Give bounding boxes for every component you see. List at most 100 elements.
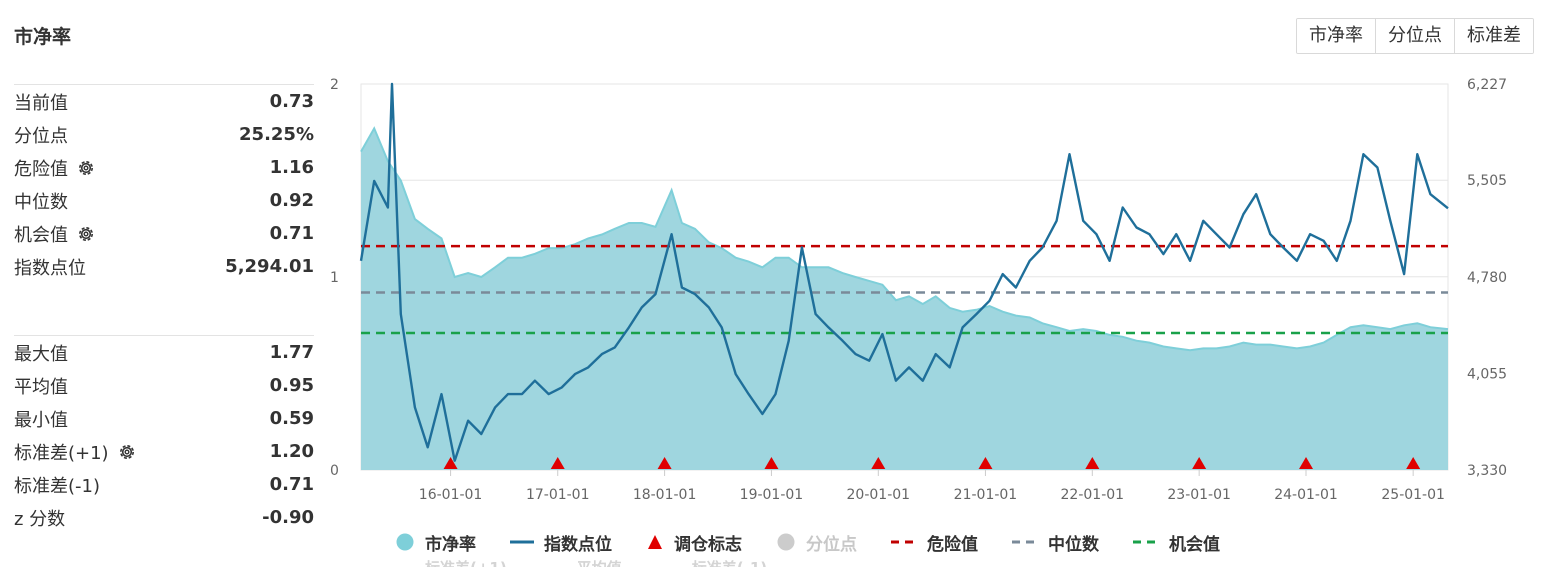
x-tick-label: 19-01-01 <box>740 487 804 503</box>
y-left-tick-label: 2 <box>330 77 339 93</box>
legend-label: 分位点 <box>806 534 857 555</box>
rebalance-marker <box>550 457 565 469</box>
stat-label-text: 中位数 <box>14 191 68 213</box>
tab-pb[interactable]: 市净率 <box>1297 19 1375 53</box>
legend-item[interactable]: 机会值 <box>1133 530 1220 555</box>
stat-label-text: 机会值 <box>14 224 68 246</box>
y-right-tick-label: 4,780 <box>1467 270 1507 286</box>
legend-label: 市净率 <box>425 534 476 555</box>
dashed-marker-icon <box>891 532 917 552</box>
y-left-tick-label: 1 <box>330 270 339 286</box>
legend-item[interactable]: 市净率 <box>395 530 476 555</box>
dot-marker-icon <box>776 532 796 552</box>
stat-label-text: z 分数 <box>14 508 66 530</box>
legend-ghost-sd-plus[interactable]: 标准差(+1) <box>425 557 507 567</box>
stat-label-text: 危险值 <box>14 158 68 180</box>
legend-item[interactable]: 危险值 <box>891 530 978 555</box>
rebalance-marker <box>657 457 672 469</box>
stat-value: 0.59 <box>269 408 314 429</box>
stat-label-text: 最小值 <box>14 409 68 431</box>
legend-ghost-mean[interactable]: 平均值 <box>577 557 622 567</box>
stat-label: 分位点 <box>14 122 68 148</box>
legend-item[interactable]: 指数点位 <box>510 530 612 555</box>
gear-icon[interactable] <box>117 442 137 462</box>
stat-label-text: 最大值 <box>14 343 68 365</box>
pb-line <box>360 126 1449 352</box>
stat-value: -0.90 <box>262 507 314 528</box>
y-right-tick-label: 6,227 <box>1467 77 1507 93</box>
rebalance-marker <box>764 457 779 469</box>
tab-stddev[interactable]: 标准差 <box>1454 19 1533 53</box>
stat-label: 平均值 <box>14 373 68 399</box>
legend-ghost-sd-minus[interactable]: 标准差(-1) <box>692 557 767 567</box>
rebalance-marker <box>978 457 993 469</box>
stat-label: 标准差(-1) <box>14 472 100 498</box>
stats-current-panel: 当前值 0.73 分位点 25.25% 危险值 1.16 中位数 0.92 机会值 0.71 指数点… <box>14 84 314 283</box>
page-title: 市净率 <box>14 26 72 48</box>
gear-icon[interactable] <box>76 224 96 244</box>
x-tick-label: 24-01-01 <box>1274 487 1338 503</box>
stat-label: 指数点位 <box>14 254 86 280</box>
stat-value: 0.71 <box>269 223 314 244</box>
stat-label-text: 标准差(-1) <box>14 475 100 497</box>
stat-label: 当前值 <box>14 89 68 115</box>
stat-label: z 分数 <box>14 505 65 531</box>
stat-label-text: 分位点 <box>14 125 68 147</box>
legend-label: 调仓标志 <box>674 534 742 555</box>
chart-legend-row2: 标准差(+1) 平均值 标准差(-1) <box>425 557 837 567</box>
stat-label: 最小值 <box>14 406 68 432</box>
stat-value: 0.92 <box>269 190 314 211</box>
legend-item[interactable]: 调仓标志 <box>646 530 742 555</box>
x-tick-label: 25-01-01 <box>1381 487 1445 503</box>
legend-label: 机会值 <box>1169 534 1220 555</box>
legend-item[interactable]: 分位点 <box>776 530 857 555</box>
stat-row: 标准差(+1) 1.20 <box>14 435 314 468</box>
stat-label: 标准差(+1) <box>14 439 137 465</box>
stat-label: 中位数 <box>14 188 68 214</box>
pb-chart: 16-01-01 17-01-01 18-01-01 19-01-01 20-01-01… <box>318 70 1556 567</box>
chart-legend: 市净率 指数点位 调仓标志 分位点 危险值 中位数 机会值 <box>395 530 1254 555</box>
stat-row: 最小值 0.59 <box>14 402 314 435</box>
stat-row: 标准差(-1) 0.71 <box>14 468 314 501</box>
legend-item[interactable]: 中位数 <box>1012 530 1099 555</box>
legend-label: 危险值 <box>927 534 978 555</box>
y-right-tick-label: 3,330 <box>1467 463 1507 479</box>
stat-value: 0.73 <box>269 91 314 112</box>
rebalance-marker <box>1192 457 1207 469</box>
stat-label-text: 标准差(+1) <box>14 442 109 464</box>
stat-value: 0.71 <box>269 474 314 495</box>
stat-label: 最大值 <box>14 340 68 366</box>
stat-label-text: 当前值 <box>14 92 68 114</box>
legend-label: 中位数 <box>1048 534 1099 555</box>
stat-row: 最大值 1.77 <box>14 336 314 369</box>
x-tick-label: 23-01-01 <box>1167 487 1231 503</box>
gear-icon[interactable] <box>76 158 96 178</box>
dashed-marker-icon <box>1133 532 1159 552</box>
triangle-marker-icon <box>646 533 664 551</box>
stat-label: 危险值 <box>14 155 96 181</box>
stat-row: 当前值 0.73 <box>14 85 314 118</box>
x-tick-label: 17-01-01 <box>526 487 590 503</box>
rebalance-marker <box>1406 457 1421 469</box>
x-tick-label: 18-01-01 <box>633 487 697 503</box>
stat-label-text: 平均值 <box>14 376 68 398</box>
stat-value: 5,294.01 <box>225 256 314 277</box>
y-right-tick-label: 5,505 <box>1467 173 1507 189</box>
stat-row: z 分数 -0.90 <box>14 501 314 534</box>
rebalance-marker <box>1299 457 1314 469</box>
stat-value: 1.16 <box>269 157 314 178</box>
stat-value: 1.77 <box>269 342 314 363</box>
stats-summary-panel: 最大值 1.77 平均值 0.95 最小值 0.59 标准差(+1) 1.20 标准差(-1) 0… <box>14 335 314 534</box>
stat-row: 分位点 25.25% <box>14 118 314 151</box>
dashed-marker-icon <box>1012 532 1038 552</box>
stat-value: 0.95 <box>269 375 314 396</box>
tab-percentile[interactable]: 分位点 <box>1375 19 1454 53</box>
stat-row: 指数点位 5,294.01 <box>14 250 314 283</box>
legend-label: 指数点位 <box>544 534 612 555</box>
line-marker-icon <box>510 532 534 552</box>
stat-value: 1.20 <box>269 441 314 462</box>
rebalance-marker <box>1085 457 1100 469</box>
stat-row: 危险值 1.16 <box>14 151 314 184</box>
pb-area <box>361 128 1448 470</box>
rebalance-marker <box>443 457 458 469</box>
